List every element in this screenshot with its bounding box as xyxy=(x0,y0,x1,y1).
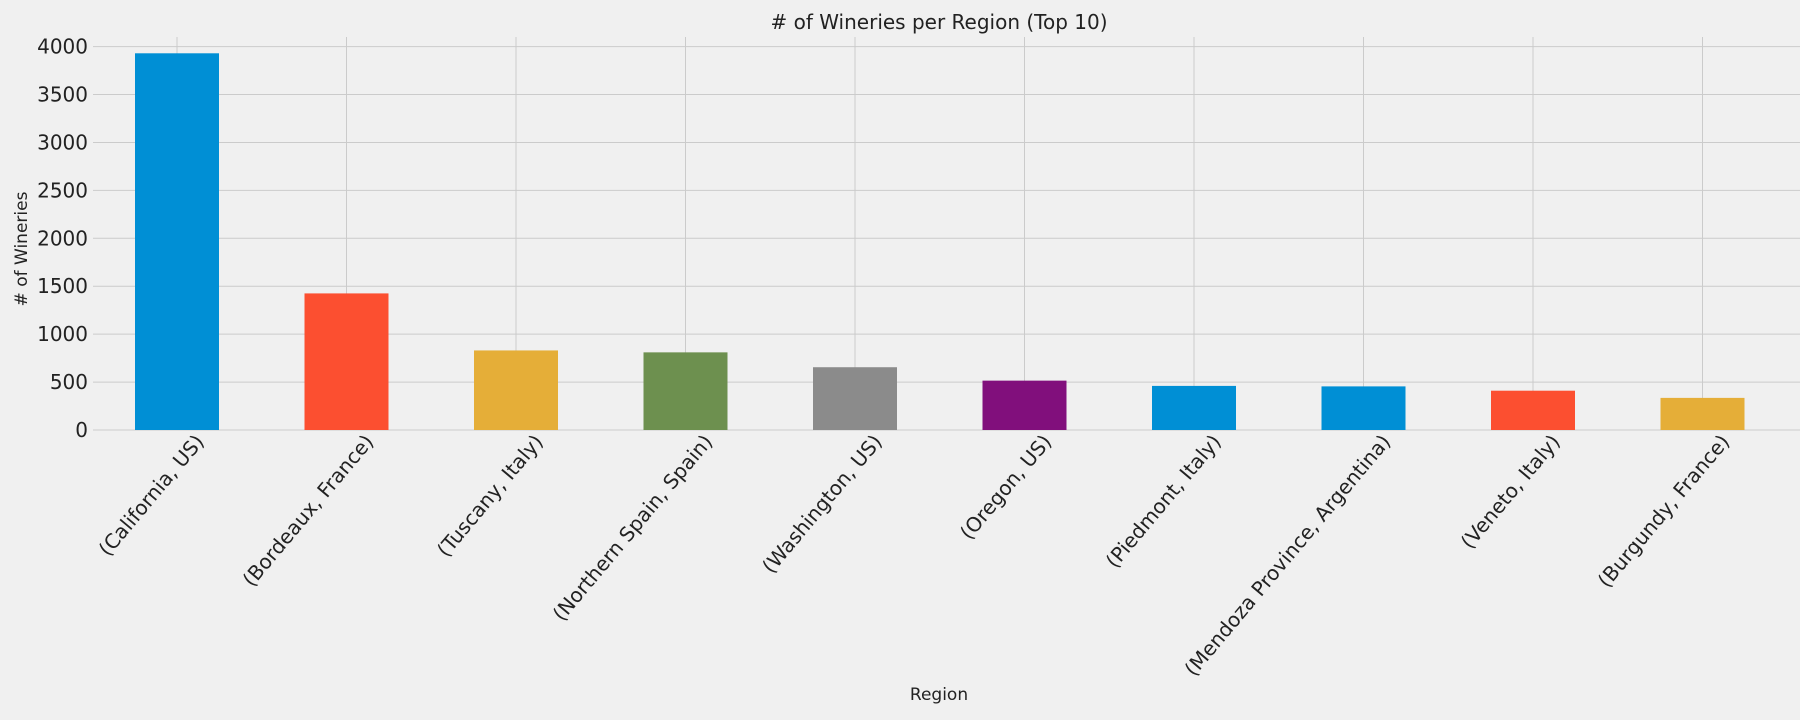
bar xyxy=(1491,390,1575,430)
bar xyxy=(474,350,558,430)
y-tick-label: 3500 xyxy=(37,83,88,107)
bar xyxy=(135,53,219,431)
y-tick-label: 500 xyxy=(50,370,88,394)
y-axis-label: # of Wineries xyxy=(12,191,32,306)
y-tick-label: 1500 xyxy=(37,274,88,298)
y-tick-labels: 0 500 1000 1500 2000 2500 3000 3500 4000 xyxy=(37,35,88,442)
y-tick-label: 0 xyxy=(75,418,88,442)
bar xyxy=(1152,385,1236,430)
y-tick-label: 2000 xyxy=(37,226,88,250)
bar xyxy=(1321,386,1406,430)
y-tick-label: 1000 xyxy=(37,322,88,346)
bars xyxy=(135,53,1745,431)
x-axis-label: Region xyxy=(910,685,968,705)
bar xyxy=(643,352,728,430)
y-tick-label: 3000 xyxy=(37,130,88,154)
bar xyxy=(982,380,1067,430)
bar xyxy=(1660,397,1745,430)
y-tick-label: 2500 xyxy=(37,178,88,202)
y-tick-label: 4000 xyxy=(37,35,88,59)
chart-title: # of Wineries per Region (Top 10) xyxy=(770,10,1107,34)
bar xyxy=(813,367,897,430)
bar xyxy=(304,293,389,430)
